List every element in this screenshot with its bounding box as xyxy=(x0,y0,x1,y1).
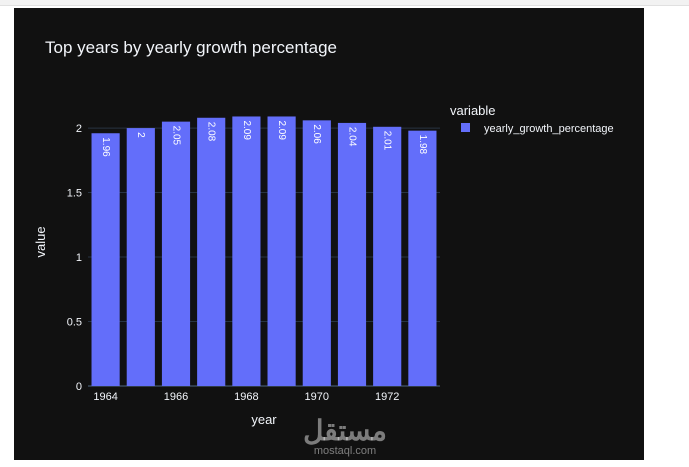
watermark: مستقل mostaql.com xyxy=(303,415,387,457)
x-tick-label: 1970 xyxy=(305,391,329,403)
y-tick-labels: 0 0.5 1 1.5 2 xyxy=(67,123,82,393)
bar[interactable] xyxy=(232,116,261,387)
bar[interactable] xyxy=(302,120,331,386)
bar-value-label: 2 xyxy=(135,132,146,138)
bar-value-label: 2.05 xyxy=(170,126,181,146)
legend-swatch[interactable] xyxy=(461,123,470,132)
y-tick-label: 1.5 xyxy=(67,188,82,200)
legend[interactable]: variable yearly_growth_percentage xyxy=(450,103,614,135)
x-axis-label: year xyxy=(251,412,277,427)
x-tick-label: 1968 xyxy=(234,391,258,403)
chart-svg: Top years by yearly growth percentage 1.… xyxy=(33,38,614,457)
x-tick-labels: 1964 1966 1968 1970 1972 xyxy=(93,391,399,403)
legend-title: variable xyxy=(450,103,496,118)
y-tick-label: 2 xyxy=(76,123,82,135)
watermark-latin: mostaql.com xyxy=(314,445,376,457)
x-tick-label: 1964 xyxy=(93,391,117,403)
bar-value-label: 2.09 xyxy=(241,120,252,140)
y-tick-label: 0.5 xyxy=(67,317,82,329)
bar-value-label: 1.96 xyxy=(100,137,111,157)
legend-item-label[interactable]: yearly_growth_percentage xyxy=(484,123,614,135)
bar-labels-layer: 1.96 2 2.05 2.08 2.09 2.09 2.06 2.04 2.01 1.98 xyxy=(100,120,428,157)
y-tick-label: 0 xyxy=(76,381,82,393)
x-tick-label: 1972 xyxy=(375,391,399,403)
bar[interactable] xyxy=(91,133,120,386)
y-tick-label: 1 xyxy=(76,252,82,264)
page-top-strip xyxy=(0,0,689,6)
bar-value-label: 2.09 xyxy=(276,120,287,140)
bar[interactable] xyxy=(373,126,402,386)
y-axis-label: value xyxy=(33,226,48,257)
bar[interactable] xyxy=(337,122,367,386)
bar-value-label: 2.04 xyxy=(346,127,357,147)
bar[interactable] xyxy=(197,117,226,386)
bar-value-label: 2.06 xyxy=(311,124,322,144)
bar[interactable] xyxy=(408,130,437,386)
bar[interactable] xyxy=(126,128,155,386)
bar-value-label: 2.01 xyxy=(382,131,393,151)
chart-title: Top years by yearly growth percentage xyxy=(45,38,337,57)
bar-value-label: 1.98 xyxy=(417,135,428,155)
bar[interactable] xyxy=(161,121,191,386)
bar-value-label: 2.08 xyxy=(206,122,217,142)
x-tick-label: 1966 xyxy=(164,391,188,403)
bars-layer xyxy=(91,116,437,387)
bar[interactable] xyxy=(267,116,296,387)
chart-figure: Top years by yearly growth percentage 1.… xyxy=(14,8,644,460)
watermark-arabic: مستقل xyxy=(303,415,387,446)
